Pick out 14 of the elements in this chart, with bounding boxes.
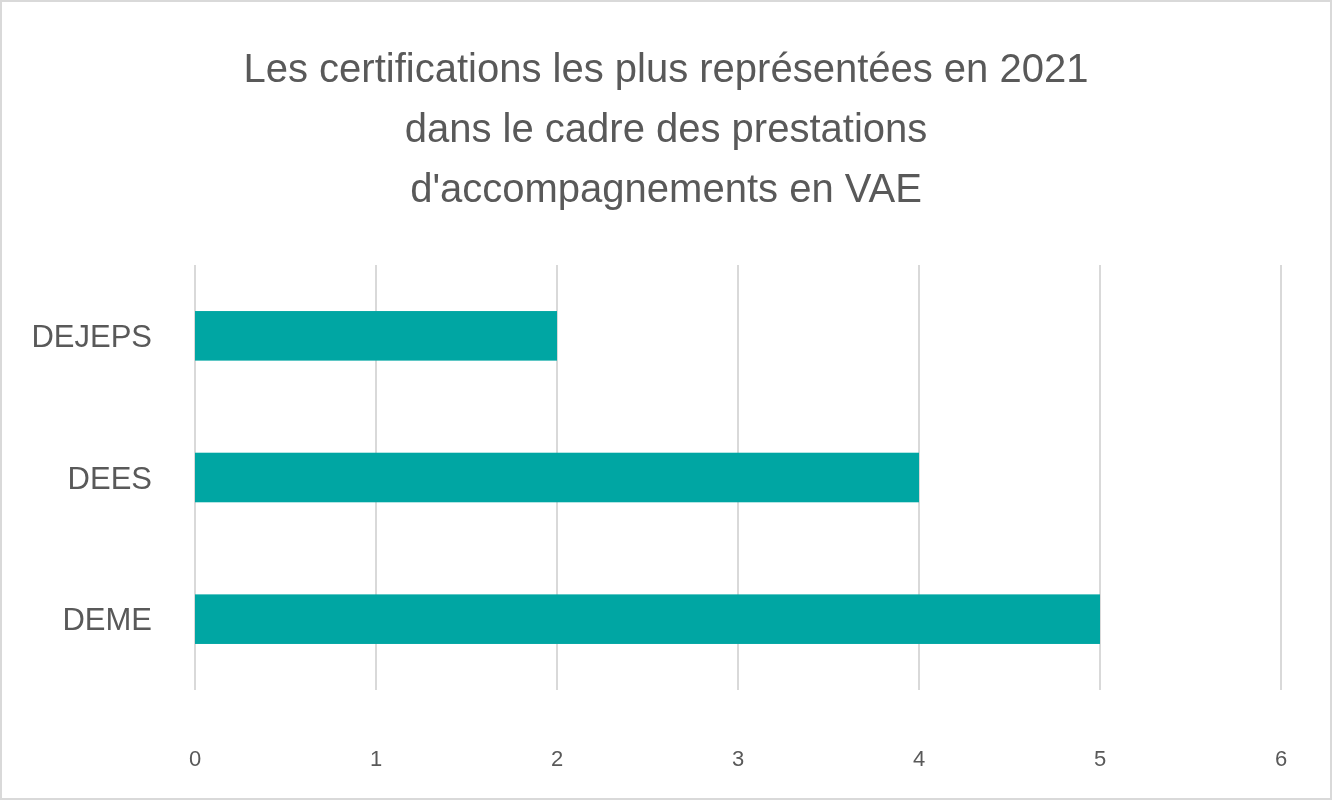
x-tick-label: 4 [912, 746, 926, 771]
y-tick-label: DEME [62, 602, 152, 638]
bar [195, 452, 919, 503]
x-tick-label: 6 [1274, 746, 1288, 771]
x-tick-label: 0 [188, 746, 202, 771]
x-tick-label: 5 [1093, 746, 1107, 771]
y-tick-label: DEJEPS [31, 318, 152, 354]
bar [195, 311, 557, 361]
chart-title: Les certifications les plus représentées en 2021 dans le cadre des prestations d'accompagnements en VAE [243, 46, 1089, 210]
x-tick-label: 1 [369, 746, 383, 771]
x-tick-label: 3 [731, 746, 745, 771]
bar [195, 594, 1100, 644]
y-tick-label: DEES [67, 460, 152, 496]
x-tick-label: 2 [550, 746, 564, 771]
